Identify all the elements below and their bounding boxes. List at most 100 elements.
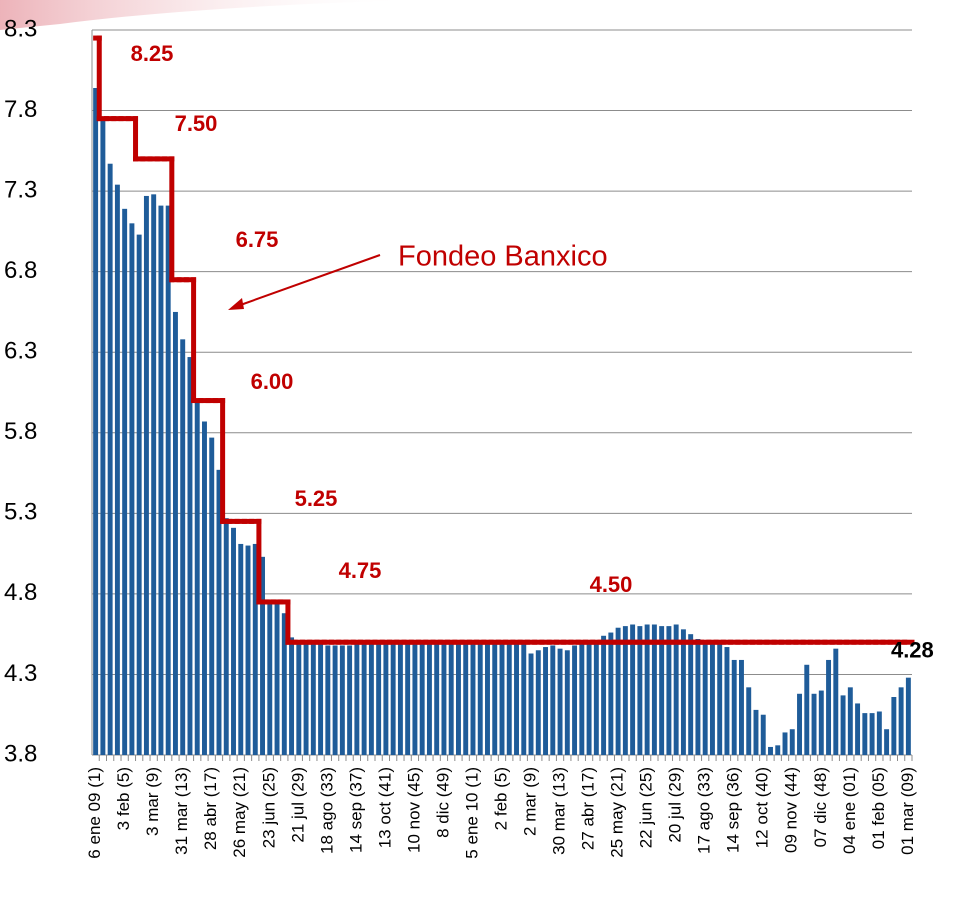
bar bbox=[615, 627, 621, 755]
bar bbox=[579, 643, 585, 755]
x-tick-label: 27 abr (17) bbox=[579, 767, 598, 850]
bar bbox=[622, 626, 628, 755]
x-tick-label: 23 jun (25) bbox=[259, 767, 278, 848]
bar bbox=[673, 624, 679, 755]
bar bbox=[731, 659, 737, 755]
x-tick-label: 01 mar (09) bbox=[898, 767, 917, 855]
bar bbox=[680, 629, 686, 755]
bar bbox=[216, 469, 222, 755]
bar bbox=[318, 643, 324, 755]
bar bbox=[158, 205, 164, 756]
x-tick-label: 2 feb (5) bbox=[491, 767, 510, 830]
bar bbox=[717, 642, 723, 755]
bar bbox=[709, 642, 715, 755]
bar bbox=[702, 643, 708, 755]
labels: 3.8 4.3 4.8 5.3 5.8 6.3 6.8 7.3 7.8 8.3 6 ene 09 (… bbox=[4, 15, 934, 858]
bar bbox=[753, 709, 759, 755]
bar bbox=[100, 120, 106, 755]
x-tick-label: 3 mar (9) bbox=[143, 767, 162, 836]
bar bbox=[339, 645, 345, 755]
x-tick-label: 31 mar (13) bbox=[172, 767, 191, 855]
bar bbox=[905, 677, 911, 755]
bar bbox=[477, 642, 483, 755]
series-label: Fondeo Banxico bbox=[398, 241, 608, 273]
bar bbox=[826, 659, 832, 755]
annotation-arrow bbox=[231, 254, 381, 309]
bars bbox=[93, 88, 911, 756]
y-tick-label: 6.3 bbox=[4, 338, 37, 365]
bar bbox=[811, 693, 817, 755]
bar bbox=[818, 690, 824, 755]
bar bbox=[397, 642, 403, 755]
y-tick-label: 7.3 bbox=[4, 176, 37, 203]
bar bbox=[898, 687, 904, 755]
bar bbox=[310, 643, 316, 755]
bar bbox=[332, 645, 338, 755]
bar bbox=[470, 642, 476, 755]
data-label: 5.25 bbox=[295, 486, 338, 511]
bar bbox=[659, 626, 665, 755]
bar bbox=[390, 642, 396, 755]
y-tick-label: 3.8 bbox=[4, 740, 37, 767]
data-label: 6.00 bbox=[251, 369, 294, 394]
bar bbox=[143, 195, 149, 755]
x-tick-label: 14 sep (37) bbox=[346, 767, 365, 853]
bar bbox=[608, 632, 614, 755]
bar bbox=[172, 311, 178, 755]
bar bbox=[775, 745, 781, 755]
bar bbox=[593, 640, 599, 755]
bar bbox=[361, 643, 367, 755]
data-label: 4.75 bbox=[339, 558, 382, 583]
x-tick-label: 09 nov (44) bbox=[782, 767, 801, 853]
bar bbox=[884, 729, 890, 755]
x-tick-label: 5 ene 10 (1) bbox=[462, 767, 481, 859]
bar bbox=[797, 693, 802, 755]
bar bbox=[521, 642, 527, 755]
bar bbox=[252, 543, 258, 755]
bar bbox=[354, 643, 360, 755]
bar bbox=[129, 223, 135, 756]
bar bbox=[543, 647, 549, 755]
bar bbox=[789, 729, 795, 755]
x-tick-label: 21 jul (29) bbox=[288, 767, 307, 843]
bar bbox=[122, 208, 128, 756]
bar bbox=[289, 637, 295, 755]
bar bbox=[847, 687, 853, 755]
bar bbox=[572, 645, 578, 755]
bar bbox=[891, 697, 897, 755]
bar bbox=[383, 642, 389, 755]
bar bbox=[274, 603, 280, 755]
x-tick-label: 20 jul (29) bbox=[666, 767, 685, 843]
bar bbox=[869, 713, 875, 755]
bar bbox=[804, 664, 810, 755]
x-tick-label: 13 oct (41) bbox=[375, 767, 394, 848]
x-tick-label: 14 sep (36) bbox=[724, 767, 743, 853]
decoration bbox=[0, 0, 420, 30]
data-label: 7.50 bbox=[175, 111, 218, 136]
bar bbox=[876, 711, 882, 755]
bar bbox=[180, 339, 186, 755]
y-tick-label: 8.3 bbox=[4, 15, 37, 42]
data-label: 6.75 bbox=[236, 227, 279, 252]
bar bbox=[245, 545, 251, 755]
bar bbox=[557, 648, 563, 755]
bar bbox=[644, 624, 650, 755]
data-label: 4.28 bbox=[891, 637, 934, 662]
bar bbox=[303, 642, 309, 755]
bar bbox=[231, 527, 236, 755]
x-tick-label: 17 ago (33) bbox=[695, 767, 714, 854]
x-tick-label: 10 nov (45) bbox=[404, 767, 423, 853]
bar bbox=[165, 205, 171, 756]
bar bbox=[434, 642, 440, 755]
data-label: 8.25 bbox=[131, 41, 174, 66]
bar bbox=[296, 642, 302, 755]
bar bbox=[368, 643, 374, 755]
x-tick-label: 30 mar (13) bbox=[550, 767, 569, 855]
bar bbox=[564, 650, 570, 755]
bar bbox=[586, 640, 592, 755]
bar bbox=[114, 184, 120, 755]
bar bbox=[492, 642, 498, 755]
bar bbox=[151, 194, 157, 756]
bar bbox=[528, 653, 534, 755]
